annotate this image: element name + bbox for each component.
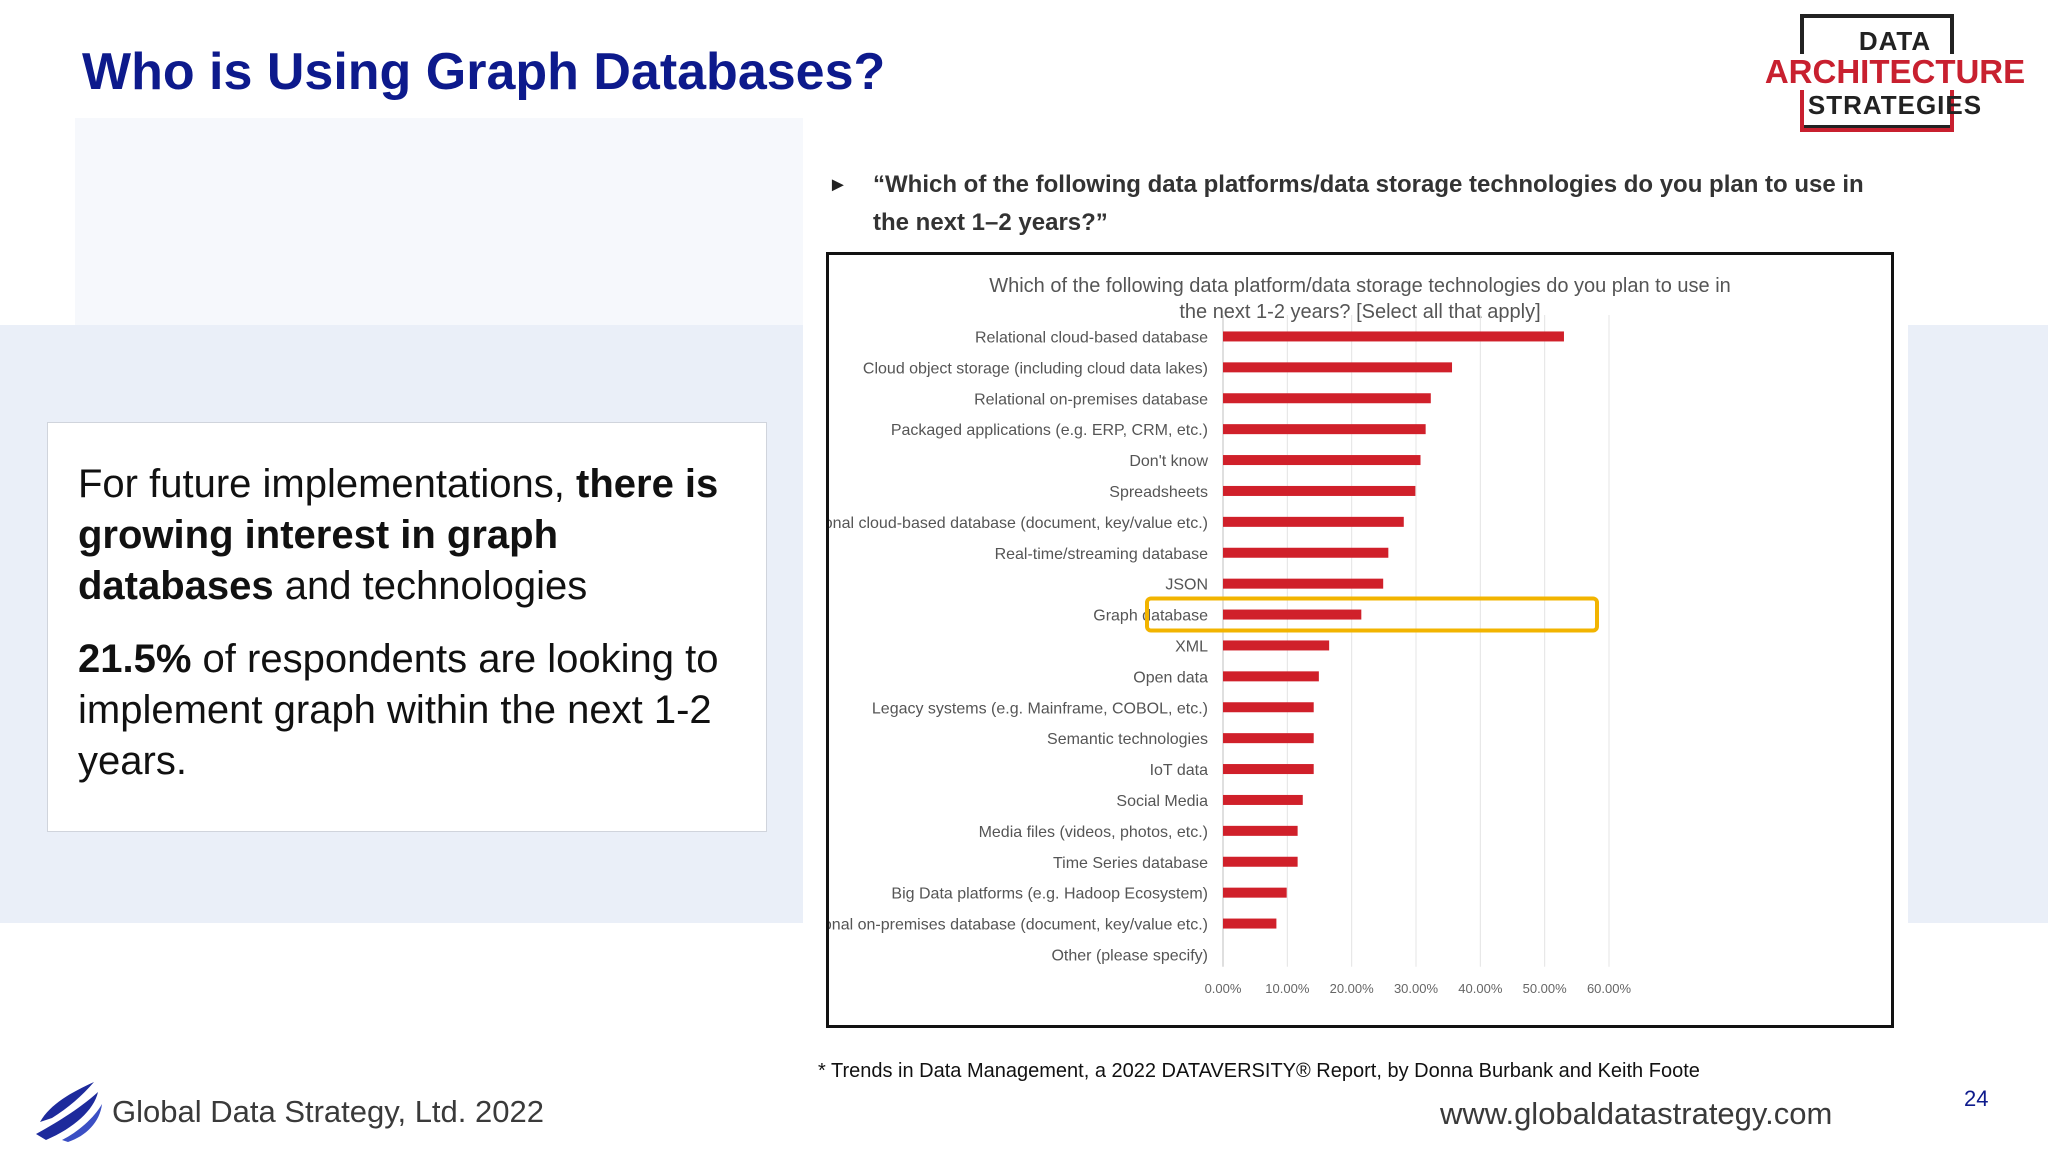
summary-text: For future implementations, (78, 462, 576, 506)
bar (1223, 393, 1431, 404)
chart-title-line-1: Which of the following data platform/dat… (989, 275, 1731, 297)
bar (1223, 362, 1453, 373)
category-label: Social Media (1116, 793, 1208, 810)
bar (1223, 856, 1298, 867)
logo-line-1: DATA (1858, 26, 1932, 56)
logo-frame-lower (1800, 70, 1954, 132)
data-architecture-strategies-logo: DATA ARCHITECTURE STRATEGIES (1758, 12, 2032, 134)
bar (1223, 516, 1404, 527)
background-band-top (75, 118, 803, 325)
bar (1223, 485, 1416, 496)
x-tick-label: 50.00% (1523, 981, 1568, 996)
logo-line-2: ARCHITECTURE (1758, 54, 2032, 90)
bar (1223, 733, 1314, 744)
x-tick-label: 10.00% (1265, 981, 1310, 996)
x-tick-label: 30.00% (1394, 981, 1439, 996)
category-label: IoT data (1150, 762, 1209, 779)
category-label: Real-time/streaming database (995, 546, 1209, 563)
category-label: Legacy systems (e.g. Mainframe, COBOL, e… (872, 700, 1208, 717)
bar (1223, 671, 1319, 682)
bar (1223, 794, 1303, 805)
survey-question-text: “Which of the following data platforms/d… (873, 171, 1864, 236)
logo-line-3: STRATEGIES (1807, 90, 1983, 120)
category-label: Other (please specify) (1051, 947, 1208, 964)
background-band-right (1908, 325, 2048, 923)
summary-textbox: For future implementations, there is gro… (47, 422, 767, 832)
bullet-arrow-icon: ► (828, 174, 848, 196)
x-tick-label: 40.00% (1458, 981, 1503, 996)
bar-chart: Which of the following data platform/dat… (829, 275, 1731, 996)
category-label: Spreadsheets (1109, 484, 1208, 501)
summary-percentage: 21.5% (78, 637, 192, 681)
category-label: Packaged applications (e.g. ERP, CRM, et… (891, 422, 1208, 439)
x-tick-label: 20.00% (1330, 981, 1375, 996)
bar (1223, 609, 1362, 620)
bar (1223, 578, 1384, 589)
category-label: JSON (1165, 577, 1208, 594)
bar (1223, 547, 1389, 558)
category-label: Non-relational on-premises database (doc… (829, 917, 1208, 934)
category-label: Big Data platforms (e.g. Hadoop Ecosyste… (891, 886, 1208, 903)
summary-paragraph-1: For future implementations, there is gro… (78, 459, 736, 612)
chart-title-line-2: the next 1-2 years? [Select all that app… (1179, 301, 1540, 323)
bar (1223, 918, 1277, 929)
summary-text: and technologies (273, 564, 588, 608)
bar (1223, 331, 1564, 342)
x-tick-label: 0.00% (1205, 981, 1242, 996)
category-label: Don't know (1129, 453, 1208, 470)
source-footnote: * Trends in Data Management, a 2022 DATA… (818, 1060, 1700, 1082)
bar (1223, 825, 1298, 836)
company-website: www.globaldatastrategy.com (1440, 1096, 1833, 1131)
category-label: Relational on-premises database (974, 391, 1208, 408)
highlight-box (1145, 596, 1599, 633)
bar (1223, 764, 1314, 775)
category-label: Non-relational cloud-based database (doc… (829, 515, 1208, 532)
summary-text: of respondents are looking to implement … (78, 637, 719, 783)
category-label: Graph database (1093, 608, 1208, 625)
global-data-strategy-logo-icon (36, 1082, 102, 1142)
category-label: Relational cloud-based database (975, 329, 1208, 346)
bar (1223, 640, 1330, 651)
summary-emphasis: there is growing interest in graph datab… (78, 462, 719, 608)
category-label: XML (1175, 638, 1208, 655)
category-label: Media files (videos, photos, etc.) (979, 824, 1208, 841)
bar (1223, 702, 1314, 713)
chart-frame: Which of the following data platform/dat… (826, 252, 1894, 1028)
page-number: 24 (1964, 1086, 1989, 1111)
x-tick-label: 60.00% (1587, 981, 1632, 996)
bar (1223, 887, 1287, 898)
company-name: Global Data Strategy, Ltd. 2022 (112, 1094, 544, 1129)
bar (1223, 424, 1426, 435)
category-label: Time Series database (1053, 855, 1208, 872)
category-label: Semantic technologies (1047, 731, 1208, 748)
category-label: Cloud object storage (including cloud da… (863, 360, 1208, 377)
bar (1223, 455, 1421, 466)
slide-title: Who is Using Graph Databases? (82, 43, 886, 101)
category-label: Open data (1133, 669, 1208, 686)
summary-paragraph-2: 21.5% of respondents are looking to impl… (78, 634, 736, 787)
